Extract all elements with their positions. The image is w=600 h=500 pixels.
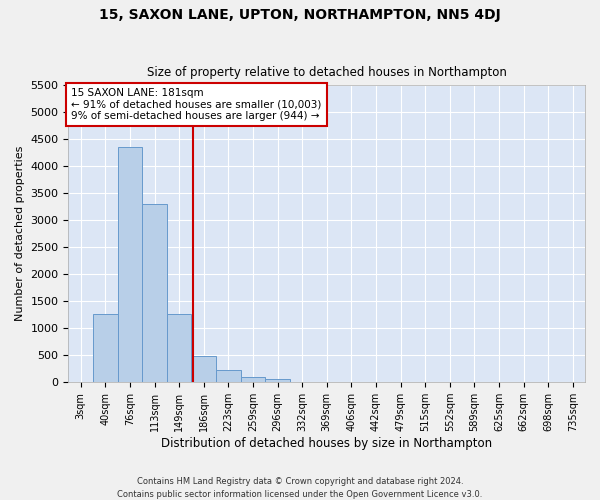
Bar bbox=[93, 314, 118, 382]
Bar bbox=[241, 377, 265, 382]
Text: 15 SAXON LANE: 181sqm
← 91% of detached houses are smaller (10,003)
9% of semi-d: 15 SAXON LANE: 181sqm ← 91% of detached … bbox=[71, 88, 322, 121]
Text: 15, SAXON LANE, UPTON, NORTHAMPTON, NN5 4DJ: 15, SAXON LANE, UPTON, NORTHAMPTON, NN5 … bbox=[99, 8, 501, 22]
Bar bbox=[216, 370, 241, 382]
X-axis label: Distribution of detached houses by size in Northampton: Distribution of detached houses by size … bbox=[161, 437, 492, 450]
Bar bbox=[167, 314, 191, 382]
Title: Size of property relative to detached houses in Northampton: Size of property relative to detached ho… bbox=[147, 66, 506, 80]
Y-axis label: Number of detached properties: Number of detached properties bbox=[15, 146, 25, 321]
Bar bbox=[191, 356, 216, 382]
Bar bbox=[142, 204, 167, 382]
Bar bbox=[265, 378, 290, 382]
Text: Contains HM Land Registry data © Crown copyright and database right 2024.
Contai: Contains HM Land Registry data © Crown c… bbox=[118, 478, 482, 499]
Bar bbox=[118, 147, 142, 382]
